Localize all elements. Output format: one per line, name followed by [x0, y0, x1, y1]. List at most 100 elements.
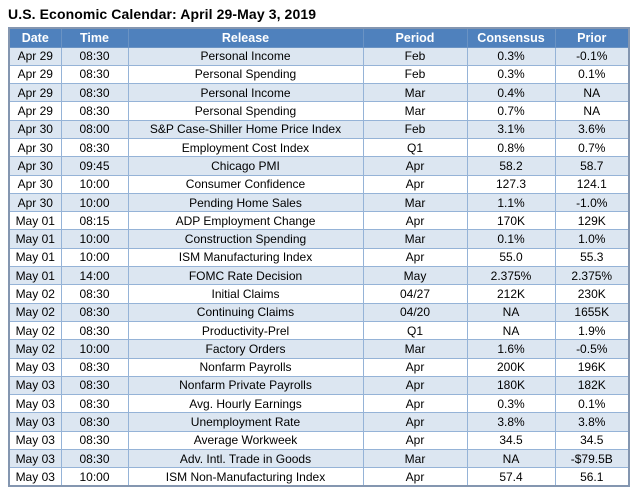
cell-consensus: 0.3% [466, 46, 556, 66]
cell-date: May 02 [8, 339, 62, 359]
cell-release: Pending Home Sales [127, 192, 364, 213]
cell-release: Employment Cost Index [127, 137, 364, 158]
cell-release: Nonfarm Payrolls [127, 357, 364, 377]
table-row: Apr 30 08:00 S&P Case-Shiller Home Price I… [8, 119, 630, 139]
cell-prior: -$79.5B [554, 449, 630, 469]
cell-time: 10:00 [60, 247, 129, 268]
cell-prior: -1.0% [554, 192, 630, 213]
cell-period: Mar [362, 229, 468, 249]
cell-consensus: 3.1% [466, 119, 556, 139]
cell-consensus: NA [466, 320, 556, 341]
cell-time: 10:00 [60, 229, 129, 249]
cell-date: May 01 [8, 266, 62, 286]
cell-date: May 02 [8, 320, 62, 341]
cell-time: 08:30 [60, 412, 129, 432]
cell-time: 08:30 [60, 83, 129, 103]
cell-release: Chicago PMI [127, 156, 364, 176]
cell-release: FOMC Rate Decision [127, 266, 364, 286]
cell-date: Apr 29 [8, 101, 62, 121]
cell-date: May 03 [8, 412, 62, 432]
cell-prior: 124.1 [554, 174, 630, 194]
table-row: May 03 08:30 Nonfarm Payrolls Apr 200K 196K [8, 357, 630, 377]
cell-period: Apr [362, 430, 468, 451]
cell-prior: 129K [554, 211, 630, 231]
cell-period: Apr [362, 247, 468, 268]
cell-period: Feb [362, 64, 468, 85]
cell-consensus: 212K [466, 284, 556, 304]
cell-time: 08:15 [60, 211, 129, 231]
cell-period: Q1 [362, 137, 468, 158]
cell-release: Average Workweek [127, 430, 364, 451]
cell-period: Q1 [362, 320, 468, 341]
cell-prior: 3.6% [554, 119, 630, 139]
table-row: Apr 29 08:30 Personal Spending Mar 0.7% NA [8, 101, 630, 121]
cell-time: 08:30 [60, 284, 129, 304]
cell-prior: 2.375% [554, 266, 630, 286]
cell-release: Nonfarm Private Payrolls [127, 375, 364, 396]
cell-time: 10:00 [60, 339, 129, 359]
cell-time: 09:45 [60, 156, 129, 176]
cell-consensus: 0.3% [466, 394, 556, 414]
cell-date: Apr 29 [8, 46, 62, 66]
cell-consensus: 0.4% [466, 83, 556, 103]
cell-period: Mar [362, 101, 468, 121]
cell-consensus: 34.5 [466, 430, 556, 451]
table-row: May 03 10:00 ISM Non-Manufacturing Index Ap… [8, 467, 630, 487]
cell-consensus: 3.8% [466, 412, 556, 432]
cell-period: Mar [362, 83, 468, 103]
cell-date: May 03 [8, 357, 62, 377]
cell-period: 04/20 [362, 302, 468, 322]
cell-prior: 0.7% [554, 137, 630, 158]
cell-date: Apr 30 [8, 119, 62, 139]
column-header-prior: Prior [554, 27, 630, 48]
cell-period: Mar [362, 192, 468, 213]
cell-prior: 1.9% [554, 320, 630, 341]
cell-prior: 34.5 [554, 430, 630, 451]
cell-release: Consumer Confidence [127, 174, 364, 194]
cell-date: May 03 [8, 430, 62, 451]
cell-prior: 0.1% [554, 394, 630, 414]
cell-consensus: 180K [466, 375, 556, 396]
cell-release: Personal Spending [127, 64, 364, 85]
cell-release: ISM Non-Manufacturing Index [127, 467, 364, 487]
cell-prior: 55.3 [554, 247, 630, 268]
cell-period: Apr [362, 467, 468, 487]
table-row: May 02 08:30 Continuing Claims 04/20 NA 1655K [8, 302, 630, 322]
cell-prior: 196K [554, 357, 630, 377]
cell-period: Apr [362, 394, 468, 414]
cell-time: 08:00 [60, 119, 129, 139]
cell-consensus: 0.1% [466, 229, 556, 249]
table-row: May 03 08:30 Nonfarm Private Payrolls Apr 18… [8, 375, 630, 396]
cell-period: Feb [362, 46, 468, 66]
cell-release: Avg. Hourly Earnings [127, 394, 364, 414]
cell-release: Personal Spending [127, 101, 364, 121]
cell-period: 04/27 [362, 284, 468, 304]
table-row: May 02 08:30 Productivity-Prel Q1 NA 1.9% [8, 320, 630, 341]
table-row: Apr 29 08:30 Personal Income Feb 0.3% -0.1% [8, 46, 630, 66]
table-row: Apr 30 09:45 Chicago PMI Apr 58.2 58.7 [8, 156, 630, 176]
column-header-release: Release [127, 27, 364, 48]
cell-time: 08:30 [60, 64, 129, 85]
cell-consensus: 0.8% [466, 137, 556, 158]
cell-release: Initial Claims [127, 284, 364, 304]
table-row: May 01 10:00 ISM Manufacturing Index Apr 55.… [8, 247, 630, 268]
cell-period: May [362, 266, 468, 286]
cell-consensus: 55.0 [466, 247, 556, 268]
cell-period: Feb [362, 119, 468, 139]
cell-release: Personal Income [127, 83, 364, 103]
table-row: May 03 08:30 Avg. Hourly Earnings Apr 0.3% 0.… [8, 394, 630, 414]
cell-time: 10:00 [60, 467, 129, 487]
cell-consensus: 0.3% [466, 64, 556, 85]
cell-consensus: 2.375% [466, 266, 556, 286]
cell-consensus: 0.7% [466, 101, 556, 121]
cell-time: 08:30 [60, 430, 129, 451]
cell-period: Apr [362, 357, 468, 377]
cell-prior: NA [554, 101, 630, 121]
table-row: Apr 29 08:30 Personal Income Mar 0.4% NA [8, 83, 630, 103]
cell-period: Apr [362, 211, 468, 231]
table-row: Apr 30 10:00 Pending Home Sales Mar 1.1% -1.0… [8, 192, 630, 213]
table-row: May 01 08:15 ADP Employment Change Apr 170K 1… [8, 211, 630, 231]
cell-consensus: 170K [466, 211, 556, 231]
cell-period: Apr [362, 156, 468, 176]
